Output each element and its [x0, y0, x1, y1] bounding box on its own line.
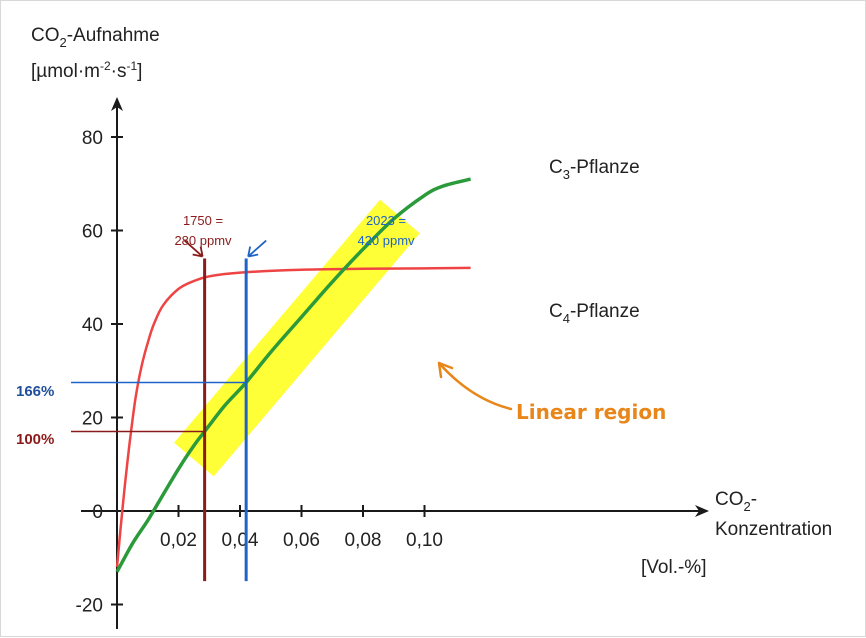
x-axis-title-line1: CO2-	[715, 489, 757, 514]
x-tick-label: 0,04	[222, 530, 259, 551]
linear-region-arrow	[437, 361, 513, 411]
y-axis-title-sub: 2	[60, 35, 67, 50]
x-axis-title-line2: Konzentration	[715, 519, 832, 540]
annotation-2023-ppmv: 420 ppmv	[357, 233, 415, 248]
y-tick-label: 20	[82, 409, 103, 430]
y-axis-title-unit: [µmol·m-2·s-1]	[31, 59, 142, 82]
annotation-1750-ppmv: 280 ppmv	[174, 233, 232, 248]
c3-label-rest: -Pflanze	[570, 157, 640, 178]
y-axis-ticks: -20 0 20 40 60 80	[76, 128, 123, 617]
c3-label-main: C	[549, 157, 563, 178]
linear-region-label: Linear region	[516, 400, 666, 424]
annotation-1750-year: 1750 =	[183, 213, 223, 228]
y-axis-title-rest: -Aufnahme	[67, 25, 160, 46]
x-tick-label: 0,02	[160, 530, 197, 551]
arrow-1750-pointer	[184, 239, 204, 258]
arrow-2023-pointer	[247, 239, 267, 258]
series-label-c3-pflanze: C3-Pflanze	[549, 157, 640, 182]
y-tick-label: 80	[82, 128, 103, 149]
c4-label-sub: 4	[563, 311, 570, 326]
series-line-c4-pflanze	[115, 266, 471, 568]
x-tick-label: 0,06	[283, 530, 320, 551]
y-tick-label: 40	[82, 315, 103, 336]
c3-label-sub: 3	[563, 167, 570, 182]
label-100-percent: 100%	[16, 431, 54, 448]
x-axis-unit: [Vol.-%]	[641, 557, 706, 578]
x-axis-title-rest: -	[751, 489, 757, 510]
x-tick-label: 0,08	[345, 530, 382, 551]
label-166-percent: 166%	[16, 383, 54, 400]
series-label-c4-pflanze: C4-Pflanze	[549, 301, 640, 326]
y-tick-label: -20	[76, 596, 103, 617]
y-tick-label: 60	[82, 222, 103, 243]
x-axis-title-co: CO	[715, 489, 744, 510]
x-axis-title-sub: 2	[744, 499, 751, 514]
c4-label-main: C	[549, 301, 563, 322]
annotation-2023-year: 2023 =	[366, 213, 406, 228]
y-tick-label: 0	[92, 502, 103, 523]
c4-label-rest: -Pflanze	[570, 301, 640, 322]
x-tick-label: 0,10	[406, 530, 443, 551]
x-axis-ticks: 0,02 0,04 0,06 0,08 0,10	[160, 505, 443, 551]
y-axis-title-line1: CO2-Aufnahme	[31, 25, 160, 50]
y-axis-title-co: CO	[31, 25, 60, 46]
